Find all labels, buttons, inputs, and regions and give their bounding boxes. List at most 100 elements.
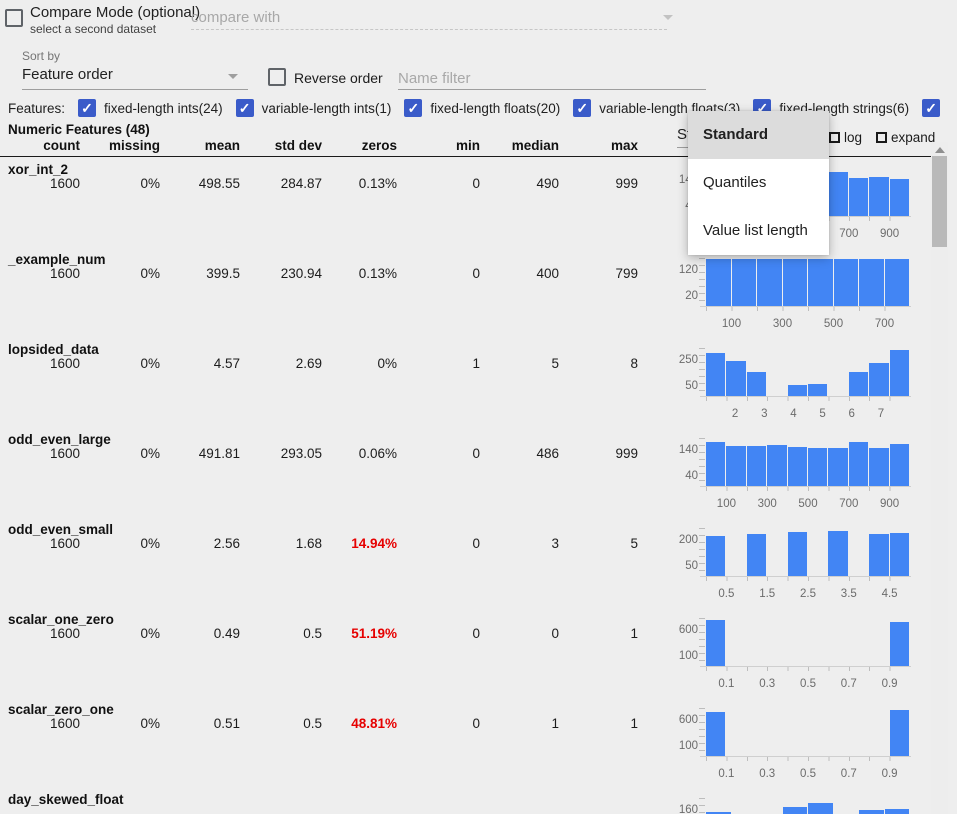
y-tick-label: 600 <box>678 714 698 726</box>
histogram-bar <box>848 178 869 216</box>
stat-max: 999 <box>615 176 638 191</box>
feature-filter-2: ✓ fixed-length floats(20) <box>404 99 560 117</box>
histogram-bar <box>808 802 833 814</box>
histogram-bar <box>859 259 884 306</box>
name-filter-underline <box>398 89 706 90</box>
histogram-bar <box>787 447 807 486</box>
stat-mean: 498.55 <box>198 176 240 191</box>
histogram-bar <box>884 809 909 814</box>
column-header-zeros: zeros <box>361 138 397 153</box>
menu-item-standard[interactable]: Standard <box>688 111 829 159</box>
feature-name: odd_even_large <box>8 432 111 447</box>
x-tick-label: 100 <box>721 318 742 330</box>
menu-item-value-list-length[interactable]: Value list length <box>703 222 808 239</box>
expand-label: expand <box>891 130 936 145</box>
stat-mean: 491.81 <box>198 446 240 461</box>
y-tick-label: 120 <box>678 264 698 276</box>
histogram-bar <box>706 811 731 814</box>
histogram: 600 100 0.1 0.3 0.5 0.7 0.9 <box>0 700 957 790</box>
compare-with-select[interactable] <box>191 6 667 30</box>
histogram-bar <box>808 259 833 306</box>
reverse-order-label: Reverse order <box>294 70 383 86</box>
stat-zeros: 51.19% <box>351 626 397 641</box>
stat-std_dev: 0.5 <box>303 626 322 641</box>
stat-count: 1600 <box>49 356 80 371</box>
feature-filter-checkbox-3[interactable]: ✓ <box>573 99 592 117</box>
histogram-bar <box>848 371 869 396</box>
x-tick-label: 0.9 <box>881 678 898 690</box>
feature-filter-checkbox-2[interactable]: ✓ <box>404 99 423 117</box>
compare-with-caret-icon <box>663 15 673 20</box>
stat-std_dev: 230.94 <box>280 266 322 281</box>
histogram-bar <box>859 809 884 814</box>
y-tick-label: 160 <box>678 804 698 814</box>
feature-filter-checkbox-5[interactable]: ✓ <box>922 99 941 117</box>
stat-missing: 0% <box>140 626 160 641</box>
y-tick-label: 50 <box>685 380 698 392</box>
header-divider <box>0 156 948 157</box>
y-axis-ticks <box>699 798 705 814</box>
stat-count: 1600 <box>49 626 80 641</box>
feature-row: _example_num 1600 0% 399.5 230.94 0.13% 0 400 79… <box>0 250 957 340</box>
feature-row: odd_even_large 1600 0% 491.81 293.05 0.06% 0 48… <box>0 430 957 520</box>
feature-filter-checkbox-1[interactable]: ✓ <box>235 99 254 117</box>
feature-row: lopsided_data 1600 0% 4.57 2.69 0% 1 5 8 250 50 2 3 4… <box>0 340 957 430</box>
x-axis-ticks <box>706 757 910 761</box>
sort-by-label: Sort by <box>22 49 61 63</box>
histogram-bar <box>767 445 787 486</box>
stat-count: 1600 <box>49 536 80 551</box>
histogram-bar <box>726 361 746 396</box>
sort-by-select[interactable]: Feature order <box>22 66 113 83</box>
stat-missing: 0% <box>140 446 160 461</box>
y-tick-label: 50 <box>685 560 698 572</box>
histogram-bar <box>787 531 807 576</box>
y-axis-ticks <box>699 348 705 396</box>
feature-filter-label-1: variable-length ints(1) <box>261 100 392 116</box>
feature-name: day_skewed_float <box>8 792 124 807</box>
scrollbar-track[interactable] <box>931 142 948 814</box>
feature-filter-checkbox-0[interactable]: ✓ <box>78 99 97 117</box>
expand-checkbox[interactable] <box>876 132 887 143</box>
histogram-bar <box>848 441 869 486</box>
log-checkbox[interactable] <box>829 132 840 143</box>
y-tick-label: 40 <box>685 470 698 482</box>
stat-std_dev: 2.69 <box>295 356 322 371</box>
x-tick-label: 500 <box>798 498 818 510</box>
histogram-bar <box>889 349 909 396</box>
scrollbar-up-arrow-icon[interactable] <box>935 147 945 153</box>
histogram-bar <box>787 384 807 396</box>
x-axis-ticks <box>706 487 910 491</box>
x-tick-label: 3 <box>761 408 768 420</box>
reverse-order-checkbox[interactable] <box>268 68 286 86</box>
histogram: 140 40 100 300 500 700 900 <box>0 430 957 520</box>
stat-mean: 2.56 <box>213 536 240 551</box>
histogram-bar <box>889 710 909 756</box>
x-tick-label: 100 <box>716 498 736 510</box>
compare-mode-checkbox[interactable] <box>5 9 23 27</box>
histogram-bar <box>706 712 726 756</box>
stat-missing: 0% <box>140 356 160 371</box>
scrollbar-thumb[interactable] <box>932 156 947 247</box>
y-axis-ticks <box>699 708 705 756</box>
menu-item-quantiles[interactable]: Quantiles <box>703 174 767 191</box>
feature-row: odd_even_small 1600 0% 2.56 1.68 14.94% 0 3 5 200… <box>0 520 957 610</box>
stat-max: 1 <box>630 716 638 731</box>
x-tick-label: 300 <box>757 498 777 510</box>
histogram-bar <box>828 530 848 576</box>
name-filter-input[interactable] <box>398 67 706 89</box>
column-header-max: max <box>610 138 638 153</box>
x-axis-ticks <box>706 307 910 311</box>
histogram-bar <box>884 259 909 306</box>
histogram-bar <box>706 620 726 666</box>
stat-min: 0 <box>472 266 480 281</box>
stat-std_dev: 284.87 <box>280 176 322 191</box>
column-header-mean: mean <box>204 138 240 153</box>
x-tick-label: 0.7 <box>840 678 857 690</box>
histogram-bar <box>828 171 848 216</box>
stat-max: 8 <box>630 356 638 371</box>
stat-median: 1 <box>551 716 559 731</box>
x-axis-ticks <box>706 397 910 401</box>
histogram-bar <box>706 535 726 576</box>
compare-mode-sublabel: select a second dataset <box>30 22 157 36</box>
stat-min: 0 <box>472 626 480 641</box>
